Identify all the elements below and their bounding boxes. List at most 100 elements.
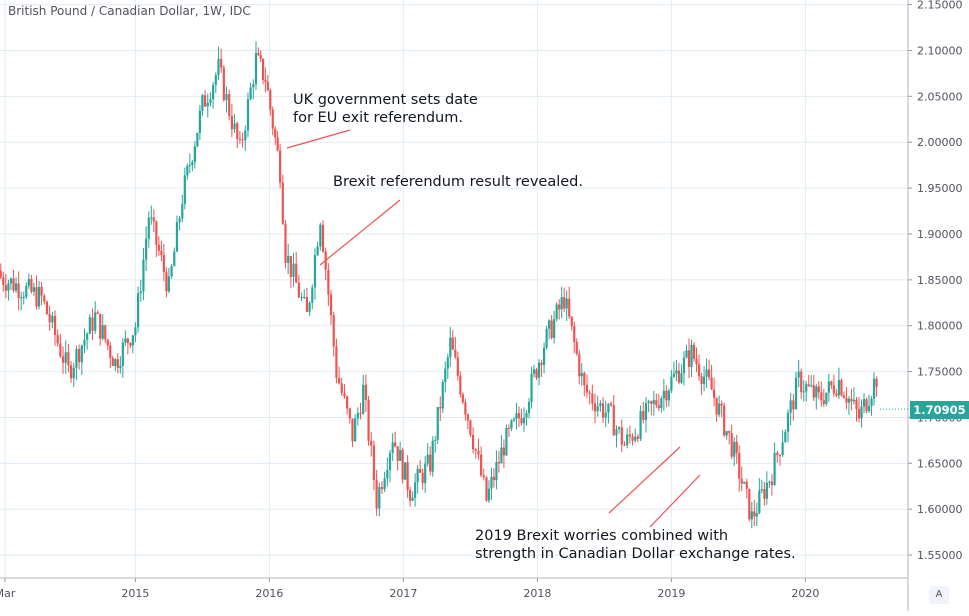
candle <box>750 501 753 529</box>
y-tick-label: 2.05000 <box>917 90 963 103</box>
candle <box>525 410 528 426</box>
candle <box>173 247 176 267</box>
auto-scale-button[interactable]: A <box>929 586 949 604</box>
candle-body <box>449 337 452 358</box>
x-tick-label: 2018 <box>523 587 551 600</box>
chart-title: British Pound / Canadian Dollar, 1W, IDC <box>8 4 251 18</box>
candle-body <box>319 224 322 247</box>
candle <box>356 407 359 426</box>
candle-body <box>246 99 250 131</box>
candle <box>485 476 488 503</box>
candle-body <box>740 478 743 484</box>
candle-body <box>284 223 287 263</box>
candle-body <box>30 279 33 292</box>
candle <box>535 367 538 381</box>
candle-body <box>700 376 703 384</box>
candle <box>705 358 708 389</box>
candle <box>454 336 457 359</box>
candle-body <box>690 344 693 367</box>
candle <box>870 396 873 416</box>
candle-body <box>705 369 708 377</box>
candle <box>563 287 566 313</box>
candle-body <box>525 413 528 418</box>
candle-body <box>655 400 658 406</box>
candle-body <box>313 255 317 288</box>
candle-body <box>104 325 107 340</box>
candle <box>677 362 681 385</box>
candle-body <box>59 343 62 357</box>
candle-body <box>411 497 414 501</box>
candle <box>825 392 828 407</box>
candle-body <box>550 320 553 338</box>
candle-body <box>380 486 384 490</box>
candle <box>735 434 738 464</box>
candle-body <box>147 217 150 239</box>
annotation-pointer-line <box>286 129 351 149</box>
candle-body <box>281 182 284 224</box>
candle <box>178 216 181 231</box>
candle <box>815 383 818 410</box>
candle <box>56 329 59 347</box>
candle <box>505 424 508 457</box>
candle-body <box>78 348 81 363</box>
candle-body <box>383 478 386 490</box>
candle-body <box>568 298 571 317</box>
candle-body <box>768 481 771 483</box>
candle-body <box>585 385 589 393</box>
candle-body <box>175 222 179 252</box>
candle-body <box>560 297 563 310</box>
candle <box>329 290 333 325</box>
candle <box>792 394 795 421</box>
candle-body <box>490 476 493 489</box>
candle <box>456 351 459 381</box>
candle-body <box>266 81 269 91</box>
candle <box>414 473 417 507</box>
candle <box>842 391 846 399</box>
candle-body <box>348 408 351 419</box>
candle <box>510 419 513 432</box>
candle-body <box>351 418 354 442</box>
candle <box>359 402 362 420</box>
candle-body <box>456 357 459 376</box>
candle <box>257 47 260 56</box>
candle-body <box>451 337 454 350</box>
candle <box>623 441 626 446</box>
candle <box>287 243 290 275</box>
candle <box>424 456 427 494</box>
candle <box>644 396 648 433</box>
candle-body <box>48 314 51 323</box>
candle <box>745 478 748 499</box>
candle <box>575 338 578 356</box>
candle <box>346 395 349 415</box>
candle-body <box>238 138 242 140</box>
candle <box>500 434 503 464</box>
candle-body <box>155 221 158 245</box>
candle-body <box>773 452 776 486</box>
candle <box>740 466 743 492</box>
candle <box>840 378 843 397</box>
candle <box>687 338 691 379</box>
candle <box>104 324 107 344</box>
candle-body <box>165 272 168 292</box>
candle-body <box>695 358 698 365</box>
candle <box>354 414 357 442</box>
candle-body <box>220 58 223 68</box>
candle-body <box>394 442 397 447</box>
candle <box>845 386 848 410</box>
candle <box>725 430 728 440</box>
candle <box>441 379 444 413</box>
candle <box>682 351 686 386</box>
candle-body <box>459 375 462 395</box>
candle <box>502 439 505 468</box>
candle-body <box>852 399 856 402</box>
candle-body <box>715 397 718 415</box>
candle-body <box>321 224 325 252</box>
candle-body <box>426 454 429 464</box>
candle <box>599 400 602 412</box>
candle <box>269 88 272 116</box>
candle <box>827 373 830 402</box>
candle-body <box>362 384 365 414</box>
candle-body <box>563 297 566 309</box>
